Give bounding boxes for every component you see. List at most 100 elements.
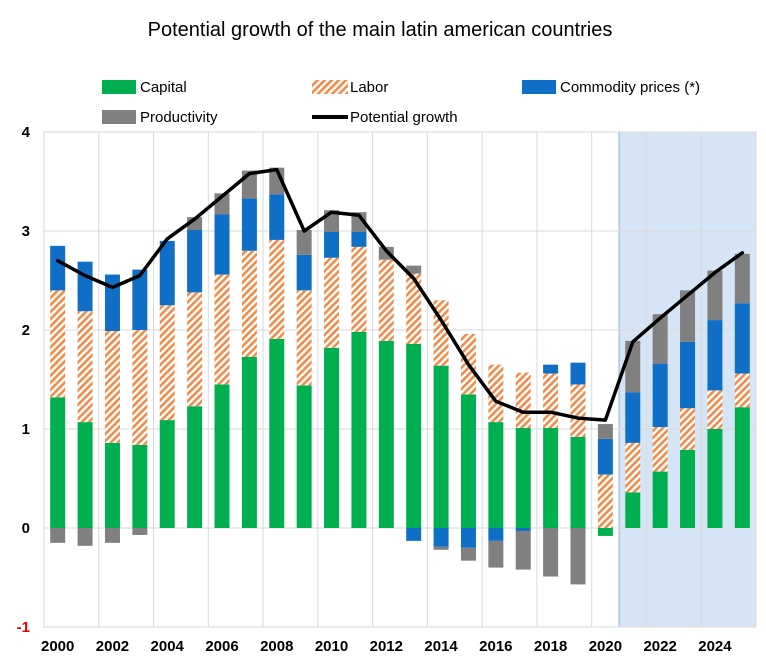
bar-capital-2023 (680, 449, 696, 528)
potential-point-2001 (83, 274, 87, 278)
potential-point-2010 (330, 210, 334, 214)
bar-commodity-2001 (77, 261, 93, 312)
potential-point-2021 (631, 340, 635, 344)
bar-commodity-2023 (680, 341, 696, 409)
bar-productivity-2015 (460, 547, 476, 561)
bar-commodity-2020 (597, 438, 613, 475)
legend-item-commodity: Commodity prices (*) (522, 79, 700, 96)
bar-labor-2013 (406, 273, 422, 344)
bar-labor-2005 (187, 292, 203, 407)
bar-capital-2001 (77, 422, 93, 528)
chart-title: Potential growth of the main latin ameri… (148, 19, 613, 41)
bar-labor-2019 (570, 384, 586, 437)
legend-item-productivity: Productivity (102, 109, 218, 126)
x-tick-label: 2000 (41, 638, 74, 655)
bar-productivity-2019 (570, 528, 586, 585)
potential-point-2023 (686, 293, 690, 297)
bar-labor-2016 (488, 364, 504, 423)
bar-capital-2016 (488, 422, 504, 528)
bar-labor-2010 (324, 257, 340, 348)
bar-capital-2018 (543, 428, 559, 528)
bar-productivity-2009 (296, 230, 312, 255)
x-tick-label: 2002 (96, 638, 129, 655)
legend-label-commodity: Commodity prices (*) (560, 79, 700, 96)
potential-point-2016 (494, 399, 498, 403)
bar-commodity-2022 (652, 363, 668, 428)
legend-swatch-capital (102, 80, 136, 94)
x-tick-label: 2020 (589, 638, 622, 655)
bar-productivity-2014 (433, 546, 449, 550)
bar-labor-2000 (50, 290, 66, 398)
potential-point-2024 (713, 271, 717, 275)
bar-commodity-2015 (460, 528, 476, 548)
x-tick-label: 2010 (315, 638, 348, 655)
bar-capital-2004 (159, 420, 175, 528)
bar-productivity-2017 (515, 530, 531, 570)
bar-commodity-2004 (159, 240, 175, 306)
bar-capital-2009 (296, 385, 312, 528)
bar-capital-2025 (734, 407, 750, 528)
bar-commodity-2021 (625, 392, 641, 443)
bar-capital-2020 (597, 528, 613, 536)
bar-capital-2019 (570, 436, 586, 528)
bar-commodity-2016 (488, 528, 504, 541)
x-tick-label: 2024 (698, 638, 732, 655)
potential-point-2004 (165, 237, 169, 241)
potential-point-2005 (193, 217, 197, 221)
bar-labor-2008 (269, 239, 285, 339)
bar-commodity-2025 (734, 303, 750, 374)
x-tick-label: 2016 (479, 638, 512, 655)
bar-commodity-2014 (433, 528, 449, 547)
bar-commodity-2003 (132, 269, 148, 330)
bar-capital-2022 (652, 471, 668, 528)
bar-commodity-2011 (351, 231, 367, 247)
bar-commodity-2018 (543, 364, 559, 374)
potential-point-2012 (384, 249, 388, 253)
bar-commodity-2024 (707, 320, 723, 391)
x-tick-label: 2004 (151, 638, 185, 655)
bar-capital-2021 (625, 492, 641, 528)
y-tick-label: 2 (22, 322, 30, 339)
bar-labor-2006 (214, 274, 230, 385)
potential-point-2014 (439, 318, 443, 322)
bar-productivity-2003 (132, 528, 148, 535)
bar-productivity-2020 (597, 424, 613, 439)
legend-label-productivity: Productivity (140, 109, 218, 126)
bar-capital-2017 (515, 428, 531, 528)
plot-frame (43, 131, 757, 628)
bar-capital-2005 (187, 406, 203, 528)
x-tick-label: 2012 (370, 638, 403, 655)
bar-productivity-2024 (707, 270, 723, 321)
bar-labor-2021 (625, 442, 641, 493)
bar-labor-2001 (77, 311, 93, 423)
bar-labor-2011 (351, 246, 367, 332)
potential-point-2002 (110, 285, 114, 289)
plot-area: -1 0 1 2 3 4 2000 2002 2004 2006 2008 2010 2012 2014 2… (17, 124, 757, 655)
bar-labor-2007 (241, 250, 257, 357)
x-tick-label: 2006 (205, 638, 238, 655)
bar-labor-2003 (132, 330, 148, 445)
potential-point-2009 (302, 229, 306, 233)
bar-commodity-2008 (269, 194, 285, 240)
y-tick-label: -1 (17, 619, 30, 636)
bar-capital-2010 (324, 347, 340, 528)
potential-point-2007 (247, 172, 251, 176)
potential-point-2019 (576, 416, 580, 420)
bar-capital-2024 (707, 429, 723, 528)
bar-capital-2011 (351, 331, 367, 528)
potential-growth-line (55, 167, 745, 422)
legend-label-labor: Labor (350, 79, 388, 96)
legend-swatch-labor (312, 80, 348, 94)
y-tick-label: 0 (22, 520, 30, 537)
y-tick-label: 3 (22, 223, 30, 240)
bar-commodity-2013 (406, 528, 422, 541)
bar-productivity-2016 (488, 540, 504, 568)
bar-capital-2014 (433, 365, 449, 528)
bar-labor-2025 (734, 373, 750, 408)
bar-productivity-2018 (543, 528, 559, 577)
legend: Capital Labor Commodity prices (*) Produ… (102, 79, 700, 126)
bar-labor-2012 (378, 259, 394, 341)
potential-point-2011 (357, 213, 361, 217)
bar-commodity-2017 (515, 528, 531, 531)
bar-commodity-2010 (324, 231, 340, 258)
